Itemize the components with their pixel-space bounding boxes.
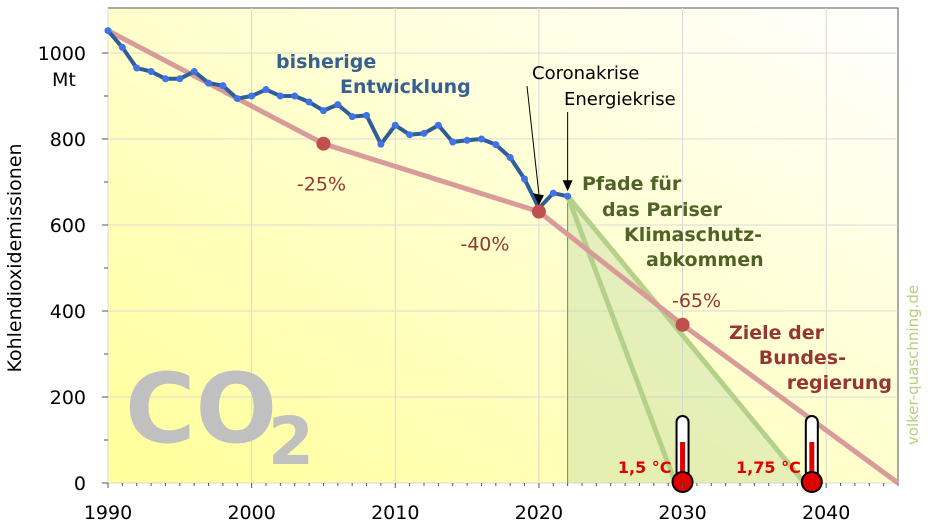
- series-label: regierung: [787, 372, 892, 394]
- history-point: [521, 175, 529, 183]
- thermometer-label: 1,75 °C: [736, 458, 801, 477]
- history-point: [147, 67, 155, 75]
- y-tick-label: 800: [50, 129, 86, 151]
- paris-label: das Pariser: [602, 199, 723, 221]
- y-tick-label: 600: [50, 215, 86, 237]
- history-point: [334, 101, 342, 109]
- event-label: Coronakrise: [532, 63, 639, 84]
- history-point: [219, 82, 227, 90]
- series-label: Bundes-: [759, 347, 846, 369]
- history-point: [377, 140, 385, 148]
- paris-label: abkommen: [646, 249, 764, 271]
- history-point: [133, 64, 141, 72]
- history-point: [190, 67, 198, 75]
- watermark: volker-quaschning.de: [904, 285, 922, 445]
- history-point: [291, 92, 299, 100]
- history-point: [564, 192, 572, 200]
- thermometer-mercury: [680, 442, 686, 478]
- x-tick-label: 2000: [227, 502, 275, 524]
- target-label: -40%: [460, 234, 509, 256]
- x-tick-label: 2040: [802, 502, 850, 524]
- history-point: [506, 153, 514, 161]
- history-point: [276, 92, 284, 100]
- history-point: [305, 98, 313, 106]
- paris-label: Klimaschutz-: [624, 224, 762, 246]
- x-tick-label: 1990: [84, 502, 132, 524]
- annotations: -25% -40% -65% Coronakrise Energiekrise bishe…: [276, 51, 892, 493]
- y-axis-label: Kohlendioxidemissionen: [4, 143, 26, 372]
- history-point: [233, 95, 241, 103]
- event-arrow-head: [532, 193, 544, 206]
- x-tick-label: 2010: [371, 502, 419, 524]
- history-point: [492, 141, 500, 149]
- x-tick-label: 2020: [515, 502, 563, 524]
- history-point: [363, 111, 371, 119]
- target-label: -25%: [297, 174, 346, 196]
- co2-label: CO 2: [125, 353, 314, 480]
- event-label: Energiekrise: [564, 89, 676, 110]
- history-point: [549, 189, 557, 197]
- paris-paths: [565, 194, 807, 485]
- history-point: [248, 92, 256, 100]
- history-point: [205, 79, 213, 87]
- history-point: [104, 27, 112, 35]
- history-point: [262, 86, 270, 94]
- thermometer-bulb: [671, 471, 694, 493]
- history-point: [161, 75, 169, 83]
- paris-label: Pfade für: [582, 173, 682, 195]
- history-point: [477, 135, 485, 143]
- plot-area: [107, 7, 899, 484]
- paris-path-line: [565, 194, 807, 485]
- history-point: [406, 131, 414, 139]
- axes: 1990 2000 2010 2020 2030 2040 0 200 400 600 800 100…: [38, 43, 899, 524]
- history-point: [449, 138, 457, 146]
- history-point: [420, 129, 428, 137]
- thermometer-mercury: [809, 442, 815, 478]
- target-point: [316, 136, 331, 151]
- y-tick-label: 1000: [38, 43, 86, 65]
- target-label: -65%: [672, 290, 721, 312]
- y-tick-label: 0: [74, 473, 86, 495]
- history-point: [319, 107, 327, 115]
- target-point: [531, 204, 546, 219]
- paris-path-line: [565, 195, 678, 484]
- history-point: [463, 136, 471, 144]
- co2-label-sub: 2: [268, 403, 314, 480]
- y-tick-label: 200: [50, 387, 86, 409]
- series-label: Entwicklung: [340, 76, 471, 98]
- y-tick-label: 400: [50, 301, 86, 323]
- target-point: [675, 317, 690, 332]
- series-label: Ziele der: [729, 322, 825, 344]
- thermometer-label: 1,5 °C: [618, 458, 672, 477]
- series-label: bisherige: [276, 51, 376, 73]
- co2-label-main: CO: [125, 353, 277, 465]
- history-point: [176, 75, 184, 83]
- history-point: [348, 113, 356, 121]
- x-tick-label: 2030: [658, 502, 706, 524]
- event-arrow-line: [526, 85, 540, 195]
- history-point: [391, 121, 399, 129]
- y-axis-unit: Mt: [52, 69, 76, 91]
- history-point: [118, 43, 126, 51]
- grid: [107, 8, 898, 484]
- thermometer-bulb: [800, 471, 823, 493]
- event-arrow-head: [562, 180, 573, 192]
- history-point: [434, 121, 442, 129]
